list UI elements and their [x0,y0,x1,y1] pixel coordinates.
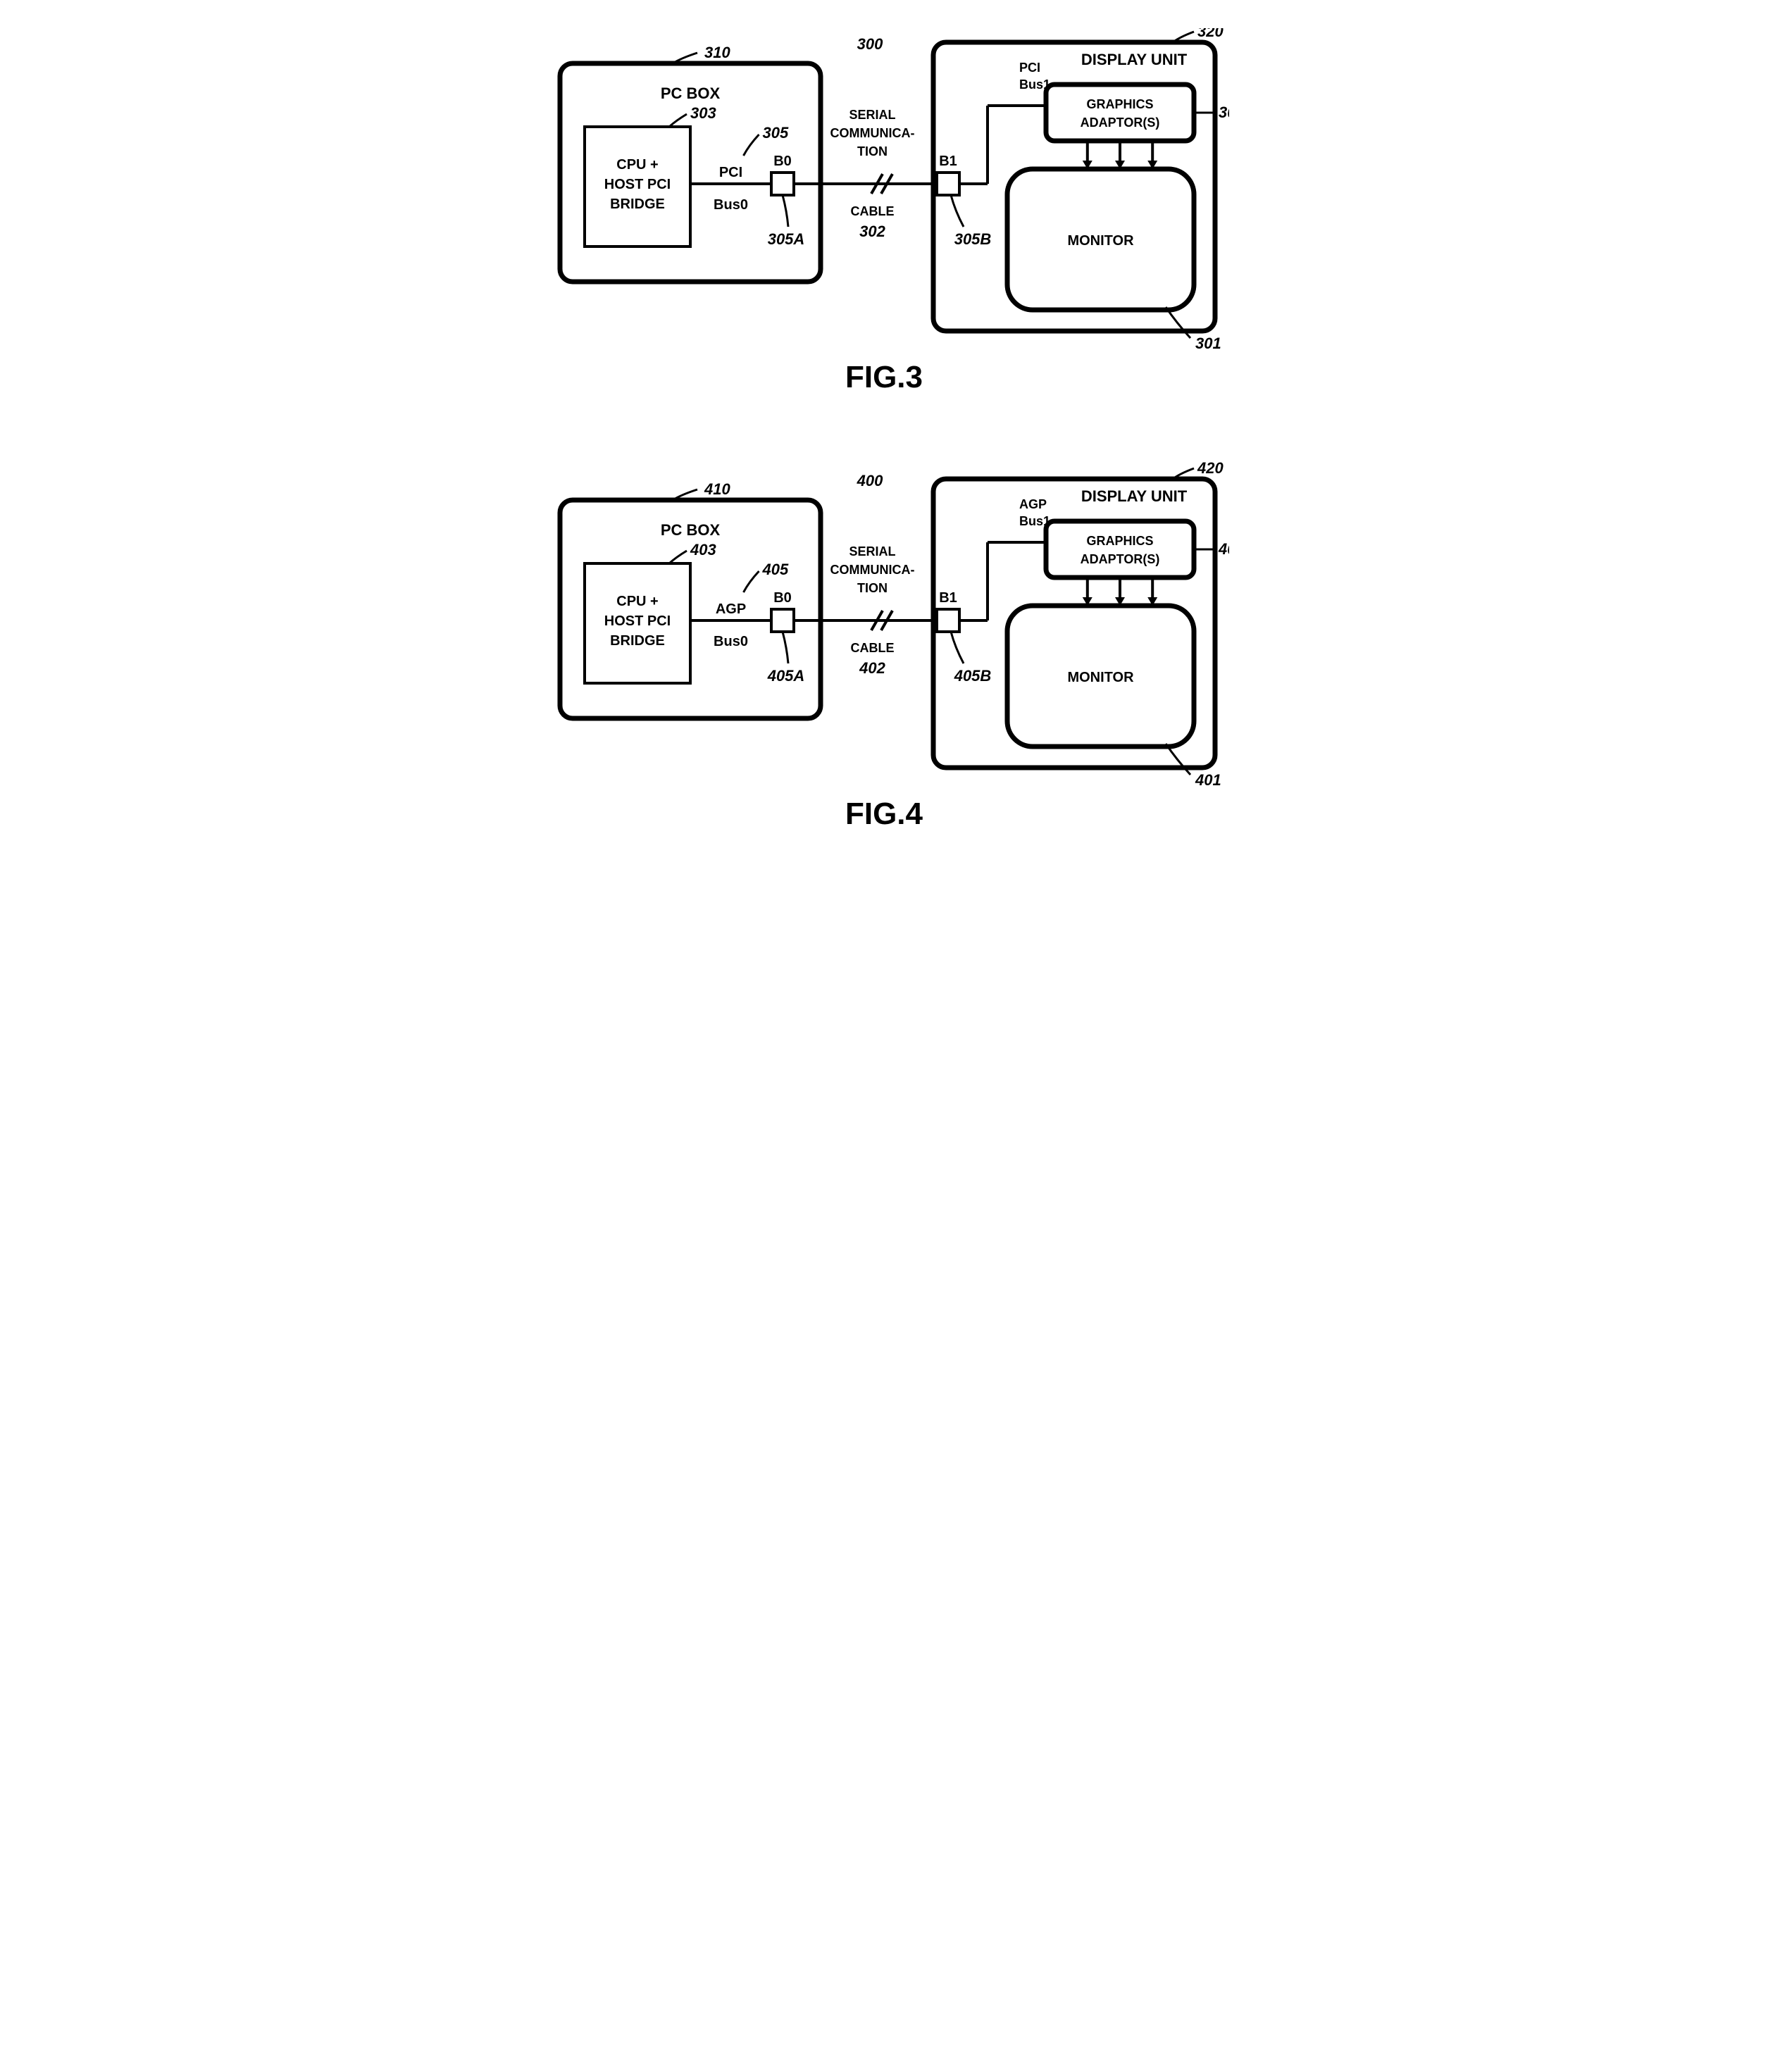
svg-text:TION: TION [857,581,888,595]
svg-text:HOST PCI: HOST PCI [604,177,671,192]
svg-text:TION: TION [857,144,888,158]
svg-text:B1: B1 [939,590,957,606]
svg-text:COMMUNICA-: COMMUNICA- [830,126,915,140]
svg-text:CABLE: CABLE [851,204,895,218]
svg-text:PC BOX: PC BOX [661,85,721,102]
fig4: 400 PC BOX 410 CPU + HOST PCI BRIDGE 403 AGP Bus… [560,459,1229,831]
svg-text:HOST PCI: HOST PCI [604,613,671,629]
svg-text:402: 402 [859,659,885,677]
svg-text:CABLE: CABLE [851,641,895,655]
svg-text:ADAPTOR(S): ADAPTOR(S) [1081,552,1160,566]
svg-text:MONITOR: MONITOR [1067,233,1134,249]
svg-text:GRAPHICS: GRAPHICS [1086,534,1153,548]
svg-text:320: 320 [1197,28,1224,40]
svg-text:SERIAL: SERIAL [849,108,895,122]
svg-text:310: 310 [704,44,730,61]
svg-text:B1: B1 [939,154,957,169]
fig3: 300 PC BOX 310 CPU + HOST PCI BRIDGE 303 PCI Bus… [560,28,1229,394]
svg-text:405B: 405B [954,667,992,685]
svg-text:BRIDGE: BRIDGE [610,196,665,212]
svg-text:CPU +: CPU + [616,157,658,173]
svg-text:401: 401 [1195,771,1221,789]
svg-text:420: 420 [1197,459,1224,477]
svg-text:304: 304 [1219,104,1229,121]
svg-text:405: 405 [762,561,789,578]
svg-text:403: 403 [690,541,716,558]
svg-text:BRIDGE: BRIDGE [610,633,665,649]
svg-text:B0: B0 [773,154,792,169]
svg-text:FIG.4: FIG.4 [845,797,923,831]
svg-text:CPU +: CPU + [616,594,658,609]
svg-text:303: 303 [690,104,716,122]
svg-text:COMMUNICA-: COMMUNICA- [830,563,915,577]
svg-text:SERIAL: SERIAL [849,544,895,558]
patent-diagram: 300 PC BOX 310 CPU + HOST PCI BRIDGE 303 PCI Bus… [539,28,1229,859]
svg-text:410: 410 [704,480,730,498]
svg-text:PCI: PCI [1019,61,1040,75]
svg-text:AGP: AGP [1019,497,1047,511]
svg-text:AGP: AGP [716,601,746,617]
svg-text:MONITOR: MONITOR [1067,670,1134,685]
svg-text:300: 300 [857,35,883,53]
svg-text:305A: 305A [768,230,805,248]
svg-text:305: 305 [763,124,789,142]
svg-text:404: 404 [1218,540,1229,558]
svg-text:Bus0: Bus0 [714,197,748,213]
svg-text:305B: 305B [954,230,992,248]
svg-text:PCI: PCI [719,165,742,180]
svg-text:DISPLAY UNIT: DISPLAY UNIT [1081,51,1188,68]
svg-text:Bus0: Bus0 [714,634,748,649]
svg-text:405A: 405A [767,667,805,685]
svg-text:ADAPTOR(S): ADAPTOR(S) [1081,116,1160,130]
svg-text:400: 400 [857,472,883,489]
svg-text:DISPLAY UNIT: DISPLAY UNIT [1081,487,1188,505]
svg-text:301: 301 [1195,335,1221,352]
svg-text:302: 302 [859,223,885,240]
svg-text:GRAPHICS: GRAPHICS [1086,97,1153,111]
svg-text:B0: B0 [773,590,792,606]
svg-text:PC BOX: PC BOX [661,521,721,539]
svg-text:FIG.3: FIG.3 [845,360,923,394]
